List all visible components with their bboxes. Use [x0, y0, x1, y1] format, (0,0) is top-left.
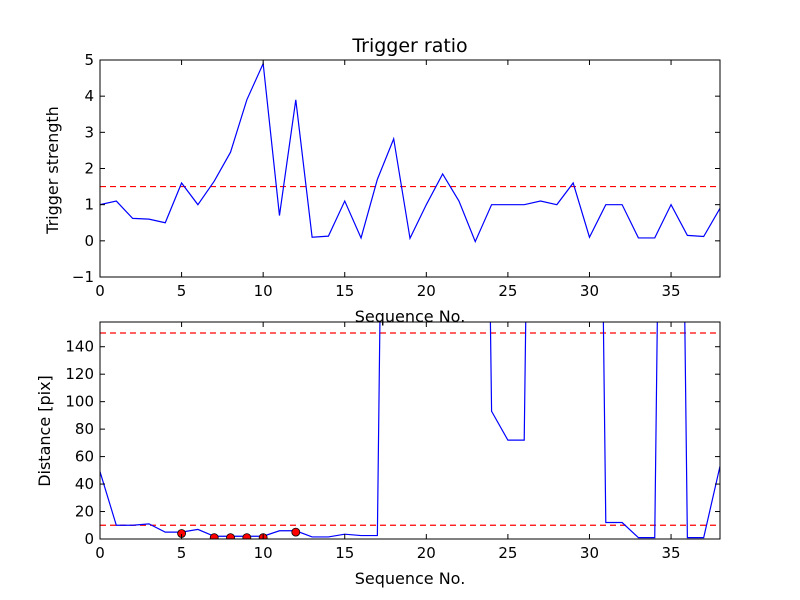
- y-tick-label: 20: [75, 503, 94, 521]
- x-tick-label: 0: [95, 282, 105, 300]
- y-tick-label: 40: [75, 475, 94, 493]
- plot-area: [100, 322, 720, 539]
- x-tick-label: 35: [662, 544, 681, 562]
- y-axis-label: Trigger strength: [43, 106, 62, 235]
- x-tick-label: 10: [254, 544, 273, 562]
- x-tick-label: 0: [95, 544, 105, 562]
- y-tick-label: 2: [84, 160, 94, 178]
- x-tick-label: 35: [662, 282, 681, 300]
- x-axis-label: Sequence No.: [355, 307, 466, 326]
- y-tick-label: 0: [84, 530, 94, 548]
- trigger-ratio-plot: Trigger ratio Trigger strength Sequence …: [43, 35, 721, 326]
- y-tick-label: 120: [65, 365, 94, 383]
- x-tick-label: 10: [254, 282, 273, 300]
- y-tick-label: 80: [75, 420, 94, 438]
- x-tick-label: 5: [177, 544, 187, 562]
- series-line: [100, 322, 720, 539]
- y-tick-label: 100: [65, 393, 94, 411]
- axes-frame: [99, 321, 721, 540]
- y-tick-label: 5: [84, 51, 94, 69]
- x-tick-label: 15: [335, 282, 354, 300]
- y-tick-label: 140: [65, 338, 94, 356]
- y-tick-label: 1: [84, 196, 94, 214]
- x-tick-label: 20: [417, 544, 436, 562]
- x-axis-label: Sequence No.: [355, 569, 466, 588]
- x-tick-label: 30: [580, 282, 599, 300]
- chart-title: Trigger ratio: [351, 35, 467, 57]
- data-marker: [226, 533, 235, 539]
- y-tick-label: 0: [84, 232, 94, 250]
- distance-plot: Distance [pix] Sequence No. 0 5 10 15 20 25 30…: [35, 321, 721, 588]
- y-tick-label: 60: [75, 448, 94, 466]
- y-tick-label: −1: [72, 268, 94, 286]
- data-marker: [209, 533, 219, 539]
- x-tick-label: 25: [498, 282, 517, 300]
- y-tick-label: 4: [84, 87, 94, 105]
- axes-frame: [99, 59, 721, 278]
- x-tick-label: 30: [580, 544, 599, 562]
- series-line: [100, 61, 720, 244]
- x-tick-label: 5: [177, 282, 187, 300]
- x-tick-label: 25: [498, 544, 517, 562]
- y-tick-label: 3: [84, 123, 94, 141]
- x-tick-label: 20: [417, 282, 436, 300]
- plot-area: [100, 61, 720, 244]
- y-axis-label: Distance [pix]: [35, 375, 54, 487]
- data-marker: [291, 527, 301, 537]
- x-tick-label: 15: [335, 544, 354, 562]
- data-marker: [242, 533, 252, 539]
